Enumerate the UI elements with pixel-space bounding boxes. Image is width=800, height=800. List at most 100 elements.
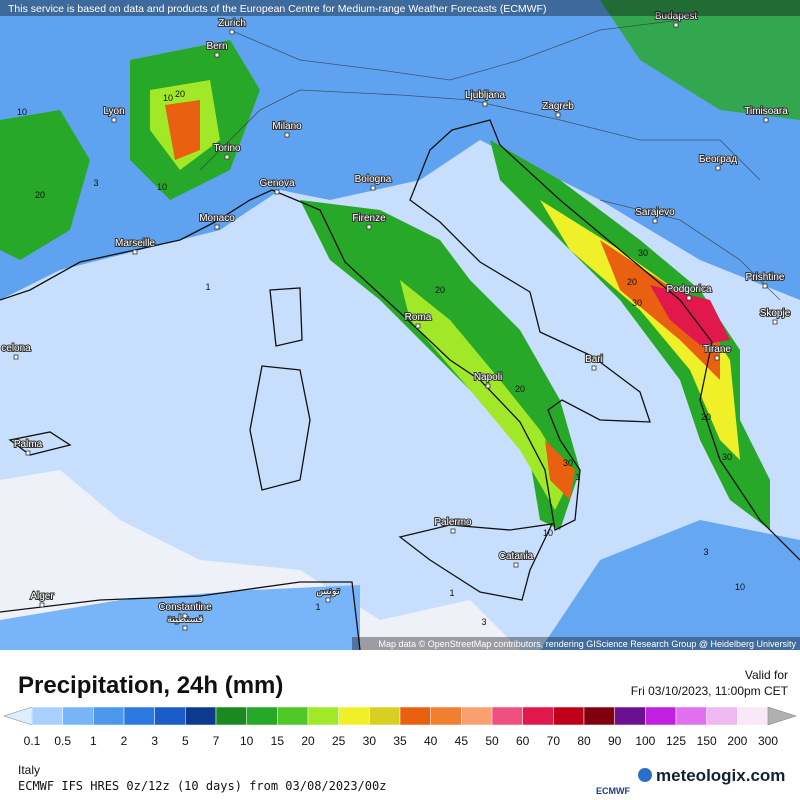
- city-label: Bari: [585, 354, 603, 365]
- contour-label: 30: [632, 298, 642, 308]
- city-label: Budapest: [655, 11, 697, 22]
- contour-label: 20: [435, 285, 445, 295]
- city-label: Sarajevo: [635, 207, 675, 218]
- city-marker: [485, 383, 491, 389]
- city-marker: [274, 189, 280, 195]
- contour-label: 30: [638, 248, 648, 258]
- contour-label: 1: [205, 282, 210, 292]
- contour-label: 1: [449, 588, 454, 598]
- legend: 0.1 0.5 1 2 3 5 7 10 15 20 25 30 35 40 45 50 60 70 80 90 100…: [3, 706, 797, 748]
- brand-icon: [638, 768, 652, 782]
- city-label: Tirane: [703, 344, 731, 355]
- city-marker: [370, 185, 376, 191]
- legend-swatch: [277, 706, 309, 726]
- legend-label: 50: [485, 734, 499, 748]
- rain-area: [490, 140, 770, 530]
- city-marker: [591, 365, 597, 371]
- contour-label: 20: [627, 277, 637, 287]
- ecmwf-logo: ECMWF: [596, 786, 630, 796]
- notice: This service is based on data and produc…: [8, 3, 546, 15]
- legend-swatch: [583, 706, 615, 726]
- legend-label: 5: [182, 734, 189, 748]
- legend-swatch: [62, 706, 94, 726]
- city-marker: [772, 319, 778, 325]
- legend-swatch: [369, 706, 401, 726]
- legend-label: 10: [240, 734, 254, 748]
- legend-label: 0.1: [24, 734, 41, 748]
- legend-swatch: [553, 706, 585, 726]
- contour-label: 10: [163, 93, 173, 103]
- valid-time: Fri 03/10/2023, 11:00pm CET: [630, 684, 788, 698]
- attribution-bg: [352, 637, 800, 650]
- legend-label: 80: [577, 734, 591, 748]
- city-marker: [132, 249, 138, 255]
- city-label: قسنطينة: [167, 614, 204, 625]
- legend-label: 125: [666, 734, 686, 748]
- legend-label: 90: [608, 734, 622, 748]
- contour-label: 3: [481, 617, 486, 627]
- legend-label: 100: [635, 734, 655, 748]
- city-marker: [214, 224, 220, 230]
- legend-swatch: [737, 706, 769, 726]
- model: ECMWF IFS HRES 0z/12z (10 days) from 03/…: [18, 779, 387, 793]
- rain-area: [0, 110, 90, 260]
- city-marker: [762, 283, 768, 289]
- city-label: Timisoara: [744, 106, 788, 117]
- city-marker: [224, 154, 230, 160]
- city-marker: [284, 132, 290, 138]
- city-marker: [25, 450, 31, 456]
- legend-label: 60: [516, 734, 530, 748]
- legend-title: Precipitation, 24h (mm): [18, 672, 284, 699]
- city-label: Milano: [272, 121, 302, 132]
- legend-swatch: [215, 706, 247, 726]
- legend-label: 200: [727, 734, 747, 748]
- legend-swatch: [706, 706, 738, 726]
- city-label: Firenze: [352, 213, 386, 224]
- legend-swatch: [307, 706, 339, 726]
- rain-area: [545, 440, 575, 500]
- contour-label: 20: [175, 89, 185, 99]
- coastline: [0, 119, 800, 650]
- legend-label: 3: [151, 734, 158, 748]
- valid-label: Valid for: [744, 668, 788, 682]
- city-label: Bologna: [355, 174, 392, 185]
- contour-label: 10: [17, 107, 27, 117]
- legend-swatch: [522, 706, 554, 726]
- city-label: Alger: [30, 591, 54, 602]
- contour-label: 3: [93, 178, 98, 188]
- legend-swatch: [338, 706, 370, 726]
- city-label: Constantine: [158, 602, 212, 613]
- rain-area: [165, 100, 200, 160]
- contour-label: 10: [543, 528, 553, 538]
- legend-label: 0.5: [54, 734, 71, 748]
- legend-label: 1: [90, 734, 97, 748]
- contour-label: 1: [575, 472, 580, 482]
- contour-label: 20: [515, 384, 525, 394]
- legend-swatch: [645, 706, 677, 726]
- legend-swatch: [93, 706, 125, 726]
- legend-label: 70: [547, 734, 561, 748]
- rain-area: [540, 520, 800, 650]
- city-label: Zagreb: [542, 101, 574, 112]
- contour-label: 20: [701, 412, 711, 422]
- legend-label: 2: [121, 734, 128, 748]
- legend-label: 7: [213, 734, 220, 748]
- city-label: Lyon: [103, 106, 124, 117]
- rain-area: [650, 285, 730, 345]
- city-marker: [182, 625, 188, 631]
- legend-label: 15: [271, 734, 285, 748]
- city-label: Marseille: [115, 238, 155, 249]
- contour-label: 20: [35, 190, 45, 200]
- city-label: celona: [1, 343, 31, 354]
- border: [199, 19, 781, 301]
- legend-label: 20: [301, 734, 315, 748]
- rain-area: [540, 200, 740, 460]
- city-label: Catania: [499, 551, 534, 562]
- city-label: Podgorica: [666, 284, 711, 295]
- legend-swatch: [614, 706, 646, 726]
- city-label: Skopje: [760, 308, 791, 319]
- city-label: Monaco: [199, 213, 235, 224]
- rain-area: [300, 200, 580, 530]
- city-label: تونس: [316, 586, 340, 597]
